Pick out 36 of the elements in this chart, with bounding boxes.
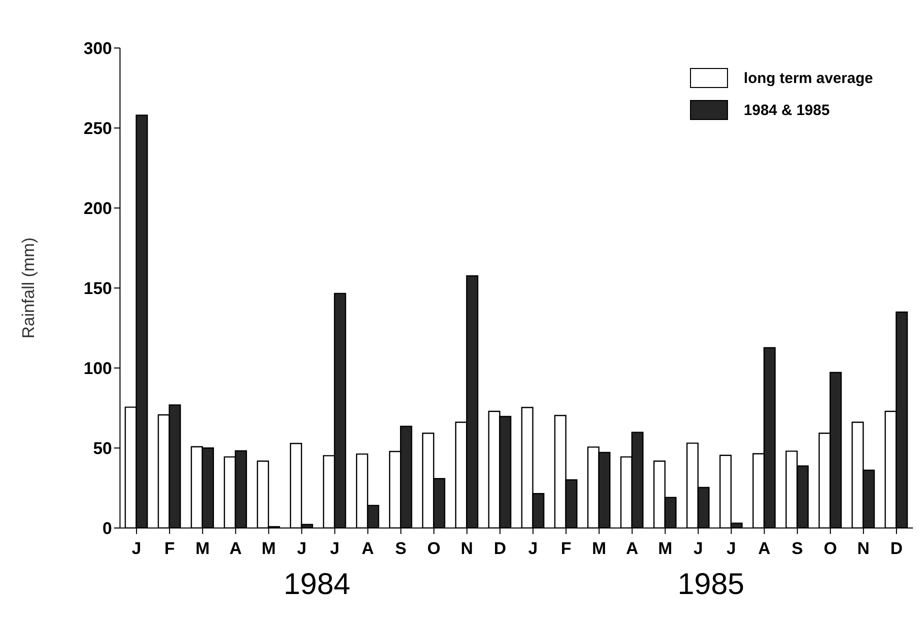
y-tick-label: 200 <box>84 199 112 218</box>
x-tick-label: J <box>330 539 340 558</box>
x-tick-label: M <box>196 539 210 558</box>
x-tick-label: A <box>362 539 374 558</box>
x-tick-label: M <box>262 539 276 558</box>
text: 1985 <box>676 568 746 602</box>
x-tick-label: F <box>164 539 175 558</box>
x-tick-label: M <box>658 539 672 558</box>
x-tick-label: J <box>693 539 703 558</box>
y-tick-label: 0 <box>102 519 112 538</box>
x-tick-label: D <box>890 539 903 558</box>
x-tick-label: A <box>230 539 242 558</box>
x-tick-label: O <box>427 539 441 558</box>
y-tick-label: 100 <box>84 359 112 378</box>
x-tick-label: J <box>132 539 142 558</box>
x-tick-label: J <box>726 539 736 558</box>
x-tick-label: S <box>395 539 407 558</box>
x-tick-label: N <box>460 539 474 558</box>
x-tick-label: N <box>857 539 870 558</box>
y-tick-label: 300 <box>84 39 112 58</box>
text: 1984 <box>282 568 352 602</box>
x-tick-label: A <box>758 539 770 558</box>
y-tick-label: 50 <box>93 439 112 458</box>
x-tick-label: J <box>296 539 306 558</box>
x-tick-label: O <box>824 539 838 558</box>
x-tick-label: F <box>560 539 572 558</box>
y-axis-title: Rainfall (mm) <box>19 237 38 339</box>
x-tick-label: S <box>792 539 804 558</box>
y-tick-label: 150 <box>84 279 112 298</box>
x-tick-label: D <box>494 539 506 558</box>
y-tick-label: 250 <box>84 119 112 138</box>
x-tick-label: J <box>528 539 538 558</box>
legend-label: long term average <box>744 70 873 86</box>
x-tick-label: M <box>592 539 606 558</box>
legend-label: 1984 & 1985 <box>744 102 830 118</box>
x-tick-label: A <box>626 539 638 558</box>
